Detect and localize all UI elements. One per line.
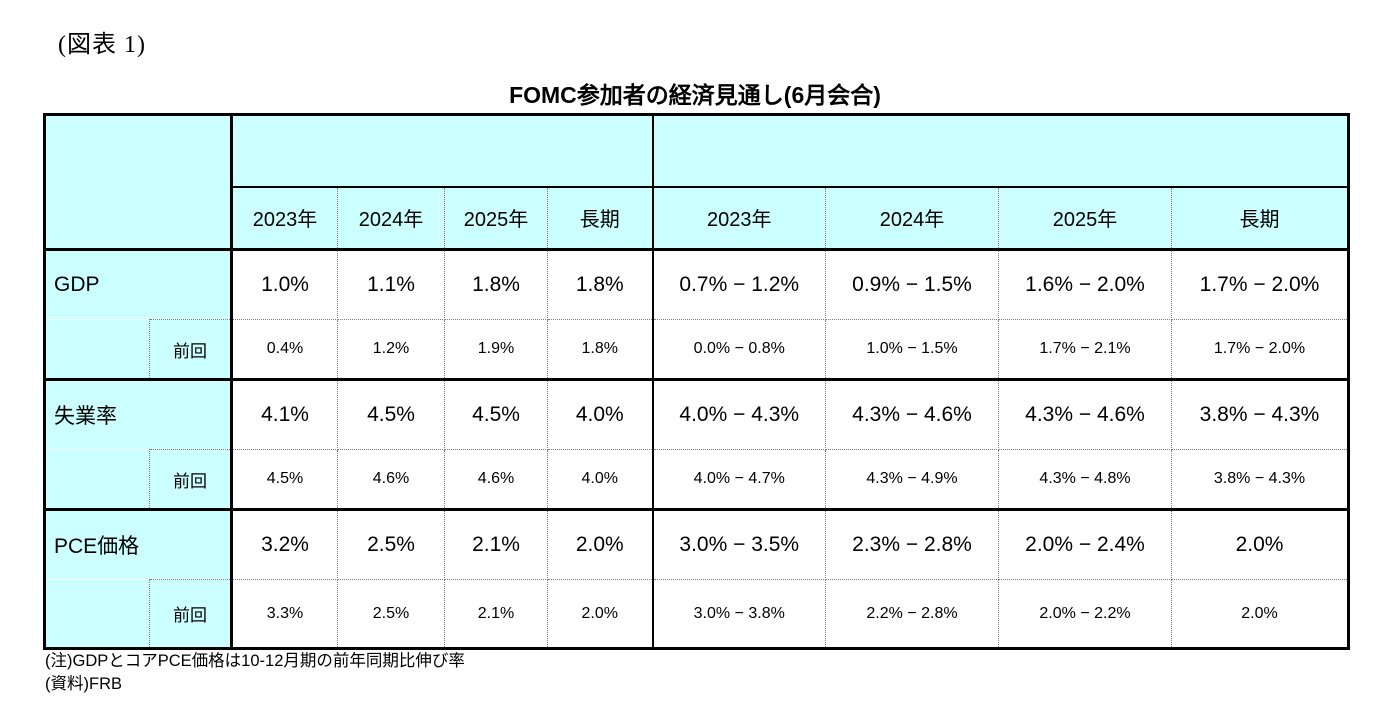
pce-prev-range-2024: 2.2% − 2.8% [825,579,999,649]
range-col-header-long: 長期 [1171,186,1349,251]
pce-median-long: 2.0% [547,509,654,580]
pce-prev-range-2025: 2.0% − 2.2% [998,579,1172,649]
gdp-range-2024: 0.9% − 1.5% [825,249,999,320]
gdp-row: GDP 1.0% 1.1% 1.8% 1.8% 0.7% − 1.2% 0.9%… [44,249,1349,320]
gdp-median-2023: 1.0% [231,249,338,320]
pce-prev-range-long: 2.0% [1241,604,1278,622]
pce-prev-median-long: 2.0% [547,579,654,649]
pce-prev-range-2023: 3.0% − 3.8% [652,579,826,649]
median-col-header-2024: 2024年 [337,186,445,251]
pce-median-2025: 2.1% [444,509,548,580]
row-label-gdp: GDP [44,249,233,320]
unemp-prev-range-2025: 4.3% − 4.8% [998,449,1172,511]
unemp-range-2025: 4.3% − 4.6% [998,379,1172,450]
unemp-prev-range-long: 3.8% − 4.3% [1171,449,1349,511]
data-table: 2023年 2024年 2025年 長期 2023年 2024年 2025年 長… [43,113,1350,650]
pce-row: PCE価格 3.2% 2.5% 2.1% 2.0% 3.0% − 3.5% 2.… [44,509,1349,580]
footnote-source: (資料)FRB [45,675,122,693]
unemp-prev-label: 前回 [149,449,233,511]
figure-number-label: (図表 1) [58,32,146,58]
gdp-prev-median-long: 1.8% [547,319,654,381]
gdp-range-2023: 0.7% − 1.2% [652,249,826,320]
gdp-median-2025: 1.8% [444,249,548,320]
gdp-range-2025: 1.6% − 2.0% [998,249,1172,320]
gdp-prev-median-2024: 1.2% [337,319,445,381]
gdp-prev-median-2025: 1.9% [444,319,548,381]
gdp-prev-range-2024: 1.0% − 1.5% [825,319,999,381]
pce-range-2025: 2.0% − 2.4% [998,509,1172,580]
row-label-unemployment: 失業率 [44,379,233,450]
row-label-pce: PCE価格 [44,509,233,580]
unemp-prev-median-long: 4.0% [547,449,654,511]
median-col-header-2023: 2023年 [231,186,338,251]
pce-prev-median-2023: 3.3% [231,579,338,649]
median-col-header-long: 長期 [547,186,654,251]
unemp-prev-range-2023: 4.0% − 4.7% [652,449,826,511]
fomc-projection-table: 2023年 2024年 2025年 長期 2023年 2024年 2025年 長… [43,113,1350,650]
unemp-prev-median-2023: 4.5% [231,449,338,511]
pce-range-2023: 3.0% − 3.5% [652,509,826,580]
unemp-prev-median-2024: 4.6% [337,449,445,511]
unemp-range-2024: 4.3% − 4.6% [825,379,999,450]
gdp-previous-row: 前回 0.4% 1.2% 1.9% 1.8% 0.0% − 0.8% 1.0% … [44,319,1349,381]
gdp-median-2024: 1.1% [337,249,445,320]
pce-range-2024: 2.3% − 2.8% [825,509,999,580]
corner-cell [44,114,233,251]
gdp-prev-spacer [44,319,150,381]
pce-prev-median-2025: 2.1% [444,579,548,649]
median-group-cell [231,114,654,188]
pce-median-2023: 3.2% [231,509,338,580]
pce-median-2024: 2.5% [337,509,445,580]
range-group-cell [652,114,1349,188]
pce-range-long: 2.0% [1171,509,1349,580]
unemp-prev-spacer [44,449,150,511]
unemp-median-2024: 4.5% [337,379,445,450]
gdp-range-long: 1.7% − 2.0% [1171,249,1349,320]
table-title: FOMC参加者の経済見通し(6月会合) [509,82,881,108]
gdp-median-long: 1.8% [547,249,654,320]
gdp-prev-range-2023: 0.0% − 0.8% [652,319,826,381]
unemp-range-2023: 4.0% − 4.3% [652,379,826,450]
header-band-row [44,114,1349,251]
gdp-prev-median-2023: 0.4% [231,319,338,381]
pce-previous-row: 前回 3.3% 2.5% 2.1% 2.0% 3.0% − 3.8% 2.2% … [44,579,1349,649]
footnote-definition: (注)GDPとコアPCE価格は10-12月期の前年同期比伸び率 [45,652,465,670]
unemp-median-2023: 4.1% [231,379,338,450]
unemp-prev-median-2025: 4.6% [444,449,548,511]
unemployment-previous-row: 前回 4.5% 4.6% 4.6% 4.0% 4.0% − 4.7% 4.3% … [44,449,1349,511]
year-header-row: 2023年 2024年 2025年 長期 2023年 2024年 2025年 長… [45,186,1349,251]
unemp-range-long: 3.8% − 4.3% [1171,379,1349,450]
footnotes: (注)GDPとコアPCE価格は10-12月期の前年同期比伸び率 (資料)FRB [45,650,465,696]
median-col-header-2025: 2025年 [444,186,548,251]
unemp-median-2025: 4.5% [444,379,548,450]
unemployment-row: 失業率 4.1% 4.5% 4.5% 4.0% 4.0% − 4.3% 4.3%… [44,379,1349,450]
range-col-header-2023: 2023年 [652,186,826,251]
pce-prev-spacer [44,579,150,649]
pce-prev-median-2024: 2.5% [337,579,445,649]
gdp-prev-label: 前回 [149,319,233,381]
unemp-prev-range-2024: 4.3% − 4.9% [825,449,999,511]
pce-prev-label: 前回 [149,579,233,649]
gdp-prev-range-2025: 1.7% − 2.1% [998,319,1172,381]
unemp-median-long: 4.0% [547,379,654,450]
range-col-header-2024: 2024年 [825,186,999,251]
range-col-header-2025: 2025年 [998,186,1172,251]
gdp-prev-range-long: 1.7% − 2.0% [1171,319,1349,381]
